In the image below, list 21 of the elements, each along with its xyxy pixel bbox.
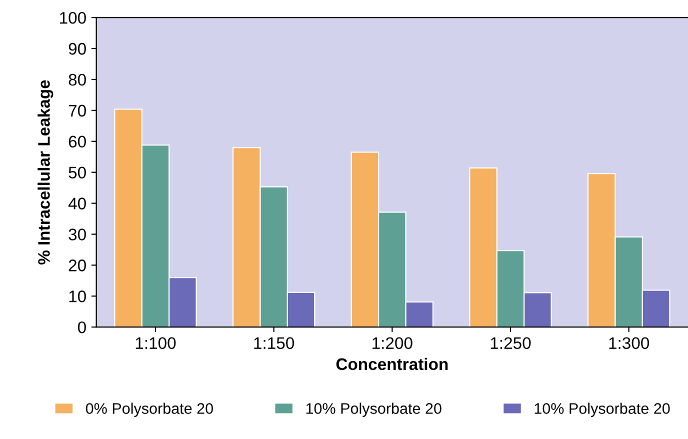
y-tick-label: 60 xyxy=(68,136,86,148)
x-tick-label: 1:100 xyxy=(136,337,176,350)
x-tick-label: 1:250 xyxy=(490,337,531,350)
y-tick-label: 40 xyxy=(68,198,86,210)
y-tick-label: 0 xyxy=(78,321,86,334)
y-tick-label: 10 xyxy=(69,290,86,302)
y-tick-label: 70 xyxy=(68,104,86,117)
y-tick-label: 80 xyxy=(68,74,86,86)
y-tick-label: 90 xyxy=(68,42,86,55)
y-tick-label: 20 xyxy=(68,260,86,272)
legend-label: 0% Polysorbate 20 xyxy=(86,402,213,417)
y-axis-title: % Intracellular Leakage xyxy=(38,80,54,265)
x-tick-label: 1:200 xyxy=(372,337,412,350)
y-tick-label: 50 xyxy=(68,166,86,179)
legend-label: 10% Polysorbate 20 xyxy=(534,402,670,417)
y-tick-label: 30 xyxy=(68,228,86,240)
legend-label: 10% Polysorbate 20 xyxy=(306,402,442,417)
x-tick-label: 1:300 xyxy=(609,337,650,350)
x-axis-title: Concentration xyxy=(336,358,448,370)
y-tick-label: 100 xyxy=(60,12,86,24)
x-tick-label: 1:150 xyxy=(254,337,294,350)
